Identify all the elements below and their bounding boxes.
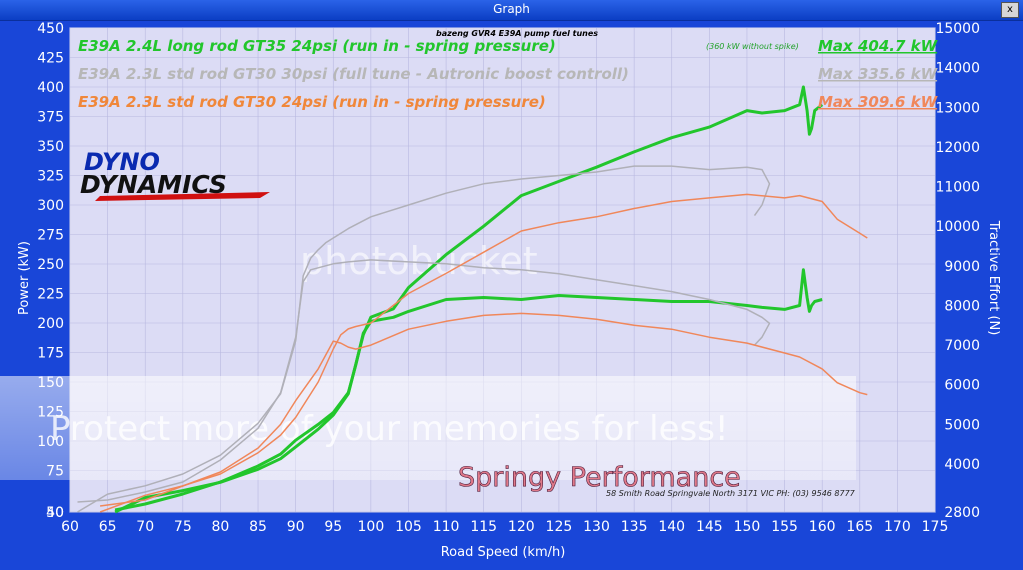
y2-tick-label: 11000 [935,180,980,196]
watermark-brand: photobucket [300,239,538,283]
y2-tick-label: 13000 [935,100,980,116]
y2-tick-label: 9000 [944,259,980,275]
x-tick-label: 85 [249,519,267,535]
series-lines [77,85,868,514]
x-tick-label: 125 [546,519,573,535]
series-line-3 [77,165,771,513]
y2-tick-label: 14000 [935,61,980,77]
x-tick-label: 80 [212,519,230,535]
x-tick-label: 60 [61,519,79,535]
sponsor-name: Springy Performance [458,462,741,493]
y-tick-label: 50 [46,505,64,521]
sponsor-address: 58 Smith Road Springvale North 3171 VIC … [606,489,856,498]
y-tick-label: 200 [37,316,64,332]
x-tick-label: 120 [508,519,535,535]
x-tick-label: 65 [99,519,117,535]
series-line-1 [114,85,824,514]
x-tick-label: 165 [846,519,873,535]
y-tick-label: 125 [37,405,64,421]
legend-max-1: Max 404.7 kW [818,37,939,55]
legend-max-2: Max 335.6 kW [818,65,939,83]
svg-text:DYNO: DYNO [84,148,160,176]
watermark-band [0,376,856,480]
y2-tick-label: 7000 [944,338,980,354]
y-axis-label: Power (kW) [17,241,32,315]
y-tick-label: 300 [37,198,64,214]
series-line-5 [99,193,868,513]
y2-tick-label: 4000 [944,457,980,473]
y-tick-label: 425 [37,51,64,67]
x-tick-label: 135 [621,519,648,535]
legend-label-3: E39A 2.3L std rod GT30 24psi (run in - s… [78,93,546,111]
x-tick-label: 170 [884,519,911,535]
y-tick-label: 325 [37,169,64,185]
series-line-6 [100,312,868,507]
y-tick-label: 400 [37,80,64,96]
header-note: bazeng GVR4 E39A pump fuel tunes [436,29,598,38]
y-tick-label: 450 [37,21,64,37]
x-tick-label: 175 [922,519,949,535]
y2-tick-label: 6000 [944,378,980,394]
y2-axis-label: Tractive Effort (N) [986,220,1001,336]
x-tick-label: 105 [395,519,422,535]
x-axis-label: Road Speed (km/h) [441,545,566,560]
x-tick-label: 130 [583,519,610,535]
y2-tick-label: 15000 [935,21,980,37]
y-tick-label: 40 [46,505,64,521]
series-line-4 [77,259,771,503]
x-tick-label: 150 [734,519,761,535]
y2-tick-label: 8000 [944,298,980,314]
y-tick-label: 175 [37,346,64,362]
series-line-2 [114,268,823,512]
x-tick-label: 70 [136,519,154,535]
y2-tick-label: 12000 [935,140,980,156]
y-tick-label: 275 [37,228,64,244]
y-tick-label: 250 [37,257,64,273]
legend-max-3: Max 309.6 kW [818,93,939,111]
y-tick-label: 375 [37,110,64,126]
x-tick-label: 145 [696,519,723,535]
y2-tick-label: 10000 [935,219,980,235]
x-tick-label: 90 [287,519,305,535]
watermark: photobucket Protect more of your memories… [0,239,856,480]
x-tick-label: 160 [809,519,836,535]
legend-note-1: (360 kW without spike) [706,42,799,51]
y-tick-label: 150 [37,375,64,391]
x-tick-label: 95 [324,519,342,535]
title-bar: Graph x [0,0,1023,21]
sponsor-logo: Springy Performance 58 Smith Road Spring… [458,462,856,498]
x-tick-label: 75 [174,519,192,535]
y2-tick-label: 5000 [944,417,980,433]
x-tick-label: 140 [658,519,685,535]
dyno-dynamics-logo: DYNO DYNAMICS [80,148,270,201]
y-tick-label: 100 [37,434,64,450]
window-title: Graph [493,2,530,16]
legend-label-1: E39A 2.4L long rod GT35 24psi (run in - … [78,37,556,55]
y-tick-label: 75 [46,464,64,480]
legend-label-2: E39A 2.3L std rod GT30 30psi (full tune … [78,65,629,83]
watermark-tagline: Protect more of your memories for less! [50,409,729,449]
y2-tick-label: 2800 [944,505,980,521]
y2-axis-ticks: 2800 4000 5000 6000 7000 8000 9000 10000 11000 12… [935,21,980,521]
dyno-chart: photobucket Protect more of your memories… [0,21,1001,560]
x-tick-label: 110 [433,519,460,535]
x-tick-label: 100 [358,519,385,535]
x-tick-label: 155 [771,519,798,535]
x-axis-ticks: 60 65 70 75 80 85 90 95 100 105 110 115 120 125 130 135… [61,519,948,535]
x-tick-label: 115 [470,519,497,535]
y-tick-label: 350 [37,139,64,155]
legend: E39A 2.4L long rod GT35 24psi (run in - … [78,37,939,111]
close-button[interactable]: x [1001,2,1019,18]
y-tick-label: 225 [37,287,64,303]
